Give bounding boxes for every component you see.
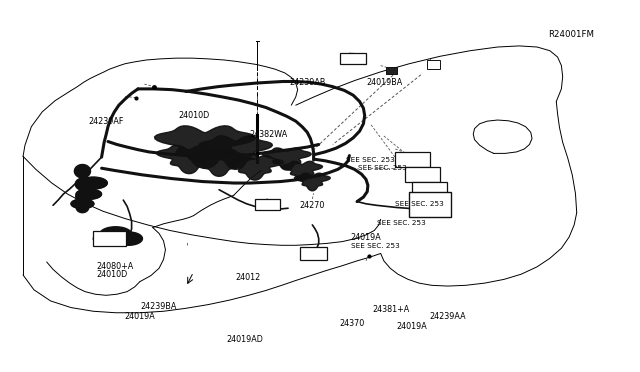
Text: 24019BA: 24019BA — [366, 78, 402, 87]
Text: 24270: 24270 — [300, 201, 325, 210]
Bar — [255, 199, 280, 211]
Bar — [340, 52, 366, 64]
Polygon shape — [74, 164, 90, 178]
Polygon shape — [227, 155, 284, 180]
Text: SEE SEC. 253: SEE SEC. 253 — [396, 201, 444, 207]
Polygon shape — [262, 148, 311, 170]
Polygon shape — [115, 232, 143, 245]
Polygon shape — [157, 145, 221, 174]
Text: 24381+A: 24381+A — [372, 305, 410, 314]
Text: SEE SEC. 253: SEE SEC. 253 — [351, 243, 399, 249]
Polygon shape — [199, 136, 273, 169]
Polygon shape — [76, 202, 89, 213]
Text: 24239AA: 24239AA — [430, 312, 467, 321]
Polygon shape — [76, 178, 90, 190]
Bar — [395, 152, 430, 167]
Text: 24019A: 24019A — [397, 322, 428, 331]
Bar — [412, 182, 447, 197]
Text: 24382WA: 24382WA — [250, 130, 288, 140]
Text: 24370: 24370 — [339, 319, 364, 328]
Polygon shape — [282, 161, 323, 181]
Bar — [93, 231, 126, 246]
Text: SEE SEC. 253: SEE SEC. 253 — [358, 165, 407, 171]
Text: 24012: 24012 — [236, 273, 261, 282]
Polygon shape — [93, 233, 119, 244]
Text: 24239AB: 24239AB — [289, 78, 326, 87]
Text: 24080+A: 24080+A — [97, 262, 134, 271]
Bar — [428, 60, 440, 68]
Bar — [386, 67, 397, 74]
Text: SEE SEC. 253: SEE SEC. 253 — [378, 220, 426, 226]
Polygon shape — [79, 177, 108, 189]
Text: 24010D: 24010D — [97, 270, 128, 279]
Text: 24239AF: 24239AF — [89, 117, 124, 126]
Text: 24239BA: 24239BA — [140, 302, 176, 311]
Text: 24019AD: 24019AD — [226, 335, 263, 344]
Polygon shape — [76, 189, 102, 199]
Bar — [404, 167, 440, 182]
Text: SEE SEC. 253: SEE SEC. 253 — [346, 157, 394, 163]
Polygon shape — [71, 199, 94, 209]
Text: 24019A: 24019A — [124, 312, 155, 321]
Text: 24019A: 24019A — [351, 232, 381, 242]
Polygon shape — [155, 126, 255, 168]
Polygon shape — [188, 150, 250, 176]
Polygon shape — [294, 173, 330, 191]
Polygon shape — [100, 227, 132, 241]
Polygon shape — [76, 191, 89, 202]
Bar — [300, 247, 327, 260]
Bar — [409, 192, 451, 217]
Text: 24010D: 24010D — [178, 111, 209, 120]
Text: R24001FM: R24001FM — [548, 30, 595, 39]
